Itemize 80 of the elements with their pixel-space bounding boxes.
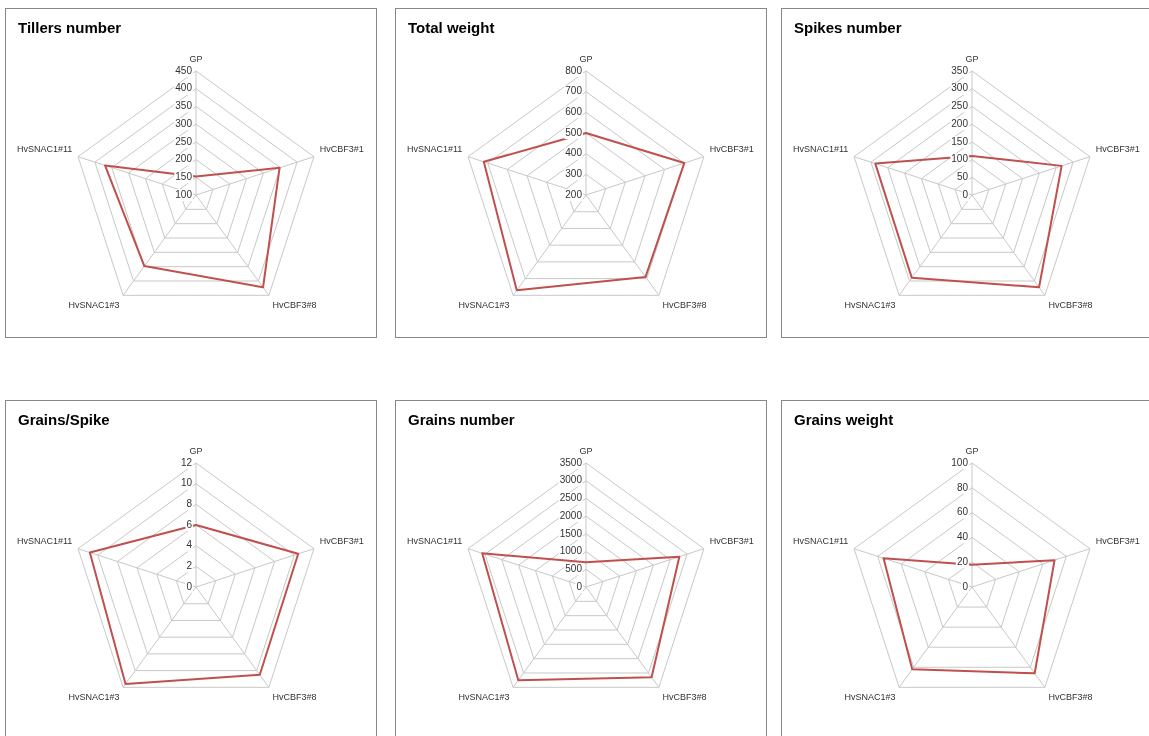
chart-title: Total weight: [408, 19, 495, 36]
y-tick-label: 6: [186, 518, 193, 530]
chart-title: Tillers number: [18, 19, 122, 36]
spoke-label: HvCBF3#1: [709, 143, 754, 154]
spoke-label: HvSNAC1#11: [793, 143, 849, 154]
y-tick-label: 300: [175, 117, 193, 129]
spoke-label: HvSNAC1#3: [458, 300, 510, 311]
spoke-label: HvCBF3#1: [709, 535, 754, 546]
y-tick-label: 350: [951, 64, 969, 76]
y-tick-label: 3500: [559, 456, 583, 468]
y-tick-label: 20: [956, 555, 969, 567]
spoke-label: HvCBF3#8: [1048, 300, 1093, 311]
y-tick-label: 50: [956, 171, 969, 183]
y-tick-label: 300: [951, 82, 969, 94]
y-tick-label: 2500: [559, 492, 583, 504]
spoke-label: GP: [579, 446, 593, 457]
y-tick-label: 100: [175, 188, 193, 200]
spoke-label: HvCBF3#8: [1048, 692, 1093, 703]
spoke-label: HvSNAC1#3: [68, 692, 120, 703]
y-tick-label: 1000: [559, 545, 583, 557]
spoke-label: HvSNAC1#11: [407, 535, 463, 546]
spoke-label: HvSNAC1#11: [17, 535, 73, 546]
spoke-label: GP: [189, 446, 203, 457]
spoke-label: GP: [579, 54, 593, 65]
spoke-label: HvSNAC1#11: [17, 143, 73, 154]
spoke-label: HvCBF3#1: [319, 535, 364, 546]
y-tick-label: 60: [956, 506, 969, 518]
y-tick-label: 400: [175, 82, 193, 94]
spoke-label: GP: [189, 54, 203, 65]
spoke-label: HvSNAC1#11: [793, 535, 849, 546]
y-tick-label: 800: [565, 64, 583, 76]
y-tick-label: 200: [175, 153, 193, 165]
y-tick-label: 150: [951, 135, 969, 147]
y-tick-label: 700: [565, 85, 583, 97]
y-tick-label: 0: [962, 188, 969, 200]
spoke-label: HvCBF3#8: [662, 692, 707, 703]
y-tick-label: 300: [565, 168, 583, 180]
spoke-label: HvCBF3#1: [319, 143, 364, 154]
y-tick-label: 150: [175, 171, 193, 183]
y-tick-label: 500: [565, 563, 583, 575]
y-tick-label: 2000: [559, 509, 583, 521]
y-tick-label: 200: [951, 117, 969, 129]
y-tick-label: 100: [951, 456, 969, 468]
spoke-label: HvSNAC1#3: [458, 692, 510, 703]
y-tick-label: 4: [186, 539, 193, 551]
y-tick-label: 0: [962, 580, 969, 592]
spoke-label: HvSNAC1#3: [68, 300, 120, 311]
y-tick-label: 12: [180, 456, 193, 468]
spoke-label: HvCBF3#1: [1095, 535, 1140, 546]
spoke-label: HvCBF3#8: [662, 300, 707, 311]
spoke-label: GP: [965, 446, 979, 457]
y-tick-label: 100: [951, 153, 969, 165]
spoke-label: HvSNAC1#3: [844, 300, 896, 311]
spoke-label: HvSNAC1#3: [844, 692, 896, 703]
y-tick-label: 40: [956, 531, 969, 543]
y-tick-label: 250: [951, 100, 969, 112]
y-tick-label: 200: [565, 188, 583, 200]
spoke-label: HvSNAC1#11: [407, 143, 463, 154]
y-tick-label: 350: [175, 100, 193, 112]
y-tick-label: 8: [186, 498, 193, 510]
y-tick-label: 250: [175, 135, 193, 147]
chart-title: Grains/Spike: [18, 411, 110, 428]
y-tick-label: 400: [565, 147, 583, 159]
chart-title: Grains number: [408, 411, 515, 428]
spoke-label: HvCBF3#1: [1095, 143, 1140, 154]
spoke-label: GP: [965, 54, 979, 65]
y-tick-label: 500: [565, 126, 583, 138]
spoke-label: HvCBF3#8: [272, 300, 317, 311]
y-tick-label: 0: [186, 580, 193, 592]
chart-title: Spikes number: [794, 19, 902, 36]
spoke-label: HvCBF3#8: [272, 692, 317, 703]
y-tick-label: 80: [956, 481, 969, 493]
y-tick-label: 2: [186, 560, 193, 572]
y-tick-label: 0: [576, 580, 583, 592]
y-tick-label: 600: [565, 106, 583, 118]
chart-title: Grains weight: [794, 411, 894, 428]
y-tick-label: 3000: [559, 474, 583, 486]
y-tick-label: 450: [175, 64, 193, 76]
y-tick-label: 1500: [559, 527, 583, 539]
y-tick-label: 10: [180, 477, 193, 489]
